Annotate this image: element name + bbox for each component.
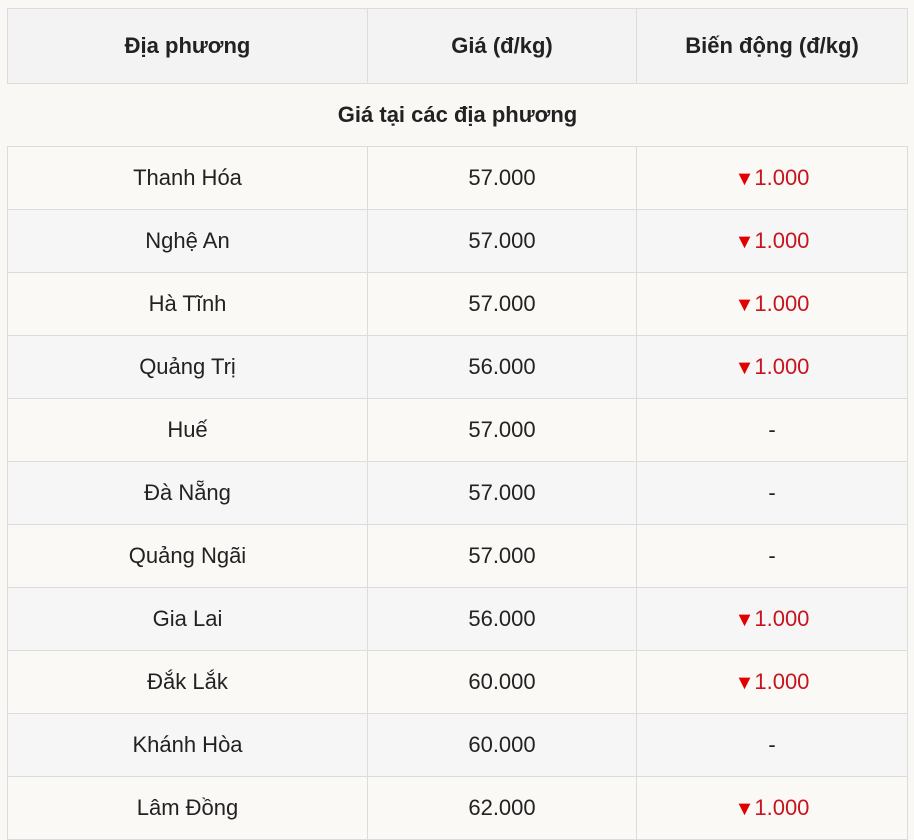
price-cell: 57.000 xyxy=(367,146,637,210)
table-row: Nghệ An 57.000 ▼1.000 xyxy=(7,209,908,273)
table-row: Quảng Ngãi 57.000 - xyxy=(7,524,908,588)
change-cell: ▼1.000 xyxy=(636,587,908,651)
change-cell: ▼1.000 xyxy=(636,209,908,273)
header-place: Địa phương xyxy=(7,8,368,84)
place-cell: Lâm Đồng xyxy=(7,776,368,840)
price-cell: 57.000 xyxy=(367,209,637,273)
price-cell: 56.000 xyxy=(367,587,637,651)
price-cell: 57.000 xyxy=(367,398,637,462)
down-triangle-icon: ▼ xyxy=(734,609,755,631)
change-value: 1.000 xyxy=(754,165,810,190)
place-cell: Gia Lai xyxy=(7,587,368,651)
place-cell: Nghệ An xyxy=(7,209,368,273)
change-cell: ▼1.000 xyxy=(636,272,908,336)
place-cell: Thanh Hóa xyxy=(7,146,368,210)
section-row: Giá tại các địa phương xyxy=(7,83,908,147)
table-row: Huế 57.000 - xyxy=(7,398,908,462)
down-triangle-icon: ▼ xyxy=(734,294,755,316)
header-price: Giá (đ/kg) xyxy=(367,8,637,84)
table-row: Gia Lai 56.000 ▼1.000 xyxy=(7,587,908,651)
change-value: - xyxy=(768,543,776,568)
change-cell: ▼1.000 xyxy=(636,146,908,210)
down-triangle-icon: ▼ xyxy=(734,357,755,379)
change-value: 1.000 xyxy=(754,606,810,631)
place-cell: Khánh Hòa xyxy=(7,713,368,777)
change-value: 1.000 xyxy=(754,669,810,694)
table-row: Lâm Đồng 62.000 ▼1.000 xyxy=(7,776,908,840)
place-cell: Đắk Lắk xyxy=(7,650,368,714)
place-cell: Quảng Ngãi xyxy=(7,524,368,588)
place-cell: Hà Tĩnh xyxy=(7,272,368,336)
header-change: Biến động (đ/kg) xyxy=(636,8,908,84)
change-cell: - xyxy=(636,398,908,462)
change-cell: - xyxy=(636,461,908,525)
price-cell: 60.000 xyxy=(367,650,637,714)
change-value: 1.000 xyxy=(754,228,810,253)
place-cell: Huế xyxy=(7,398,368,462)
table-row: Hà Tĩnh 57.000 ▼1.000 xyxy=(7,272,908,336)
table-row: Thanh Hóa 57.000 ▼1.000 xyxy=(7,146,908,210)
price-cell: 57.000 xyxy=(367,272,637,336)
table-row: Đà Nẵng 57.000 - xyxy=(7,461,908,525)
down-triangle-icon: ▼ xyxy=(734,672,755,694)
price-cell: 60.000 xyxy=(367,713,637,777)
header-row: Địa phương Giá (đ/kg) Biến động (đ/kg) xyxy=(7,8,908,84)
change-value: - xyxy=(768,480,776,505)
place-cell: Quảng Trị xyxy=(7,335,368,399)
change-cell: - xyxy=(636,524,908,588)
price-table: Địa phương Giá (đ/kg) Biến động (đ/kg) G… xyxy=(7,8,908,840)
place-cell: Đà Nẵng xyxy=(7,461,368,525)
table-row: Quảng Trị 56.000 ▼1.000 xyxy=(7,335,908,399)
change-value: 1.000 xyxy=(754,354,810,379)
change-value: 1.000 xyxy=(754,291,810,316)
down-triangle-icon: ▼ xyxy=(734,231,755,253)
change-cell: - xyxy=(636,713,908,777)
price-cell: 62.000 xyxy=(367,776,637,840)
price-cell: 57.000 xyxy=(367,461,637,525)
table-row: Khánh Hòa 60.000 - xyxy=(7,713,908,777)
table-row: Đắk Lắk 60.000 ▼1.000 xyxy=(7,650,908,714)
change-value: 1.000 xyxy=(754,795,810,820)
change-value: - xyxy=(768,417,776,442)
change-value: - xyxy=(768,732,776,757)
price-cell: 57.000 xyxy=(367,524,637,588)
down-triangle-icon: ▼ xyxy=(734,168,755,190)
change-cell: ▼1.000 xyxy=(636,650,908,714)
down-triangle-icon: ▼ xyxy=(734,798,755,820)
section-title: Giá tại các địa phương xyxy=(7,83,908,147)
change-cell: ▼1.000 xyxy=(636,335,908,399)
price-cell: 56.000 xyxy=(367,335,637,399)
change-cell: ▼1.000 xyxy=(636,776,908,840)
